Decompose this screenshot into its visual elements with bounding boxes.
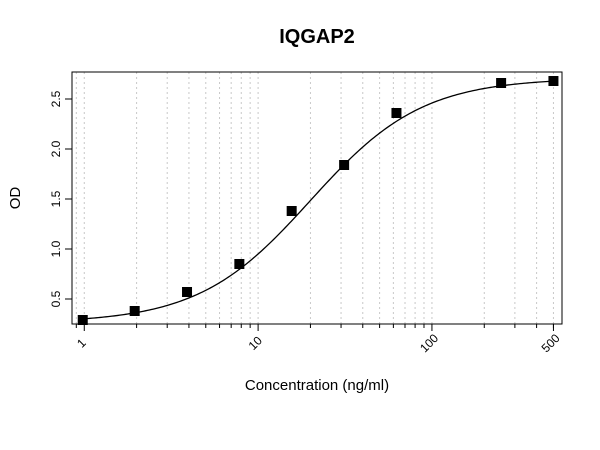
data-point [286,206,297,216]
axes: 1 10 100 500 0.5 1.0 1.5 2.0 2.5 [49,90,563,355]
data-point [496,78,507,88]
data-point [129,306,140,316]
y-tick-label: 2.5 [49,90,63,107]
y-tick-label: 2.0 [49,140,63,157]
data-point [77,315,88,325]
y-axis-label: OD [7,187,24,210]
x-tick-label: 100 [417,331,441,355]
y-tick-label: 0.5 [49,290,63,307]
x-axis-label: Concentration (ng/ml) [245,377,389,394]
data-point [339,160,350,170]
data-point [234,259,245,269]
x-tick-label: 1 [74,336,89,351]
data-point [391,108,402,118]
data-point [182,287,193,297]
fit-curve [80,80,554,320]
data-point [548,76,559,86]
gridlines [75,72,554,324]
plot-border [71,71,563,325]
data-points [77,76,559,325]
chart-title: IQGAP2 [279,26,355,48]
fit-curve-group [80,80,554,320]
y-tick-label: 1.5 [49,190,63,207]
y-tick-label: 1.0 [49,240,63,257]
x-tick-label: 500 [539,331,563,355]
x-tick-label: 10 [246,333,266,353]
